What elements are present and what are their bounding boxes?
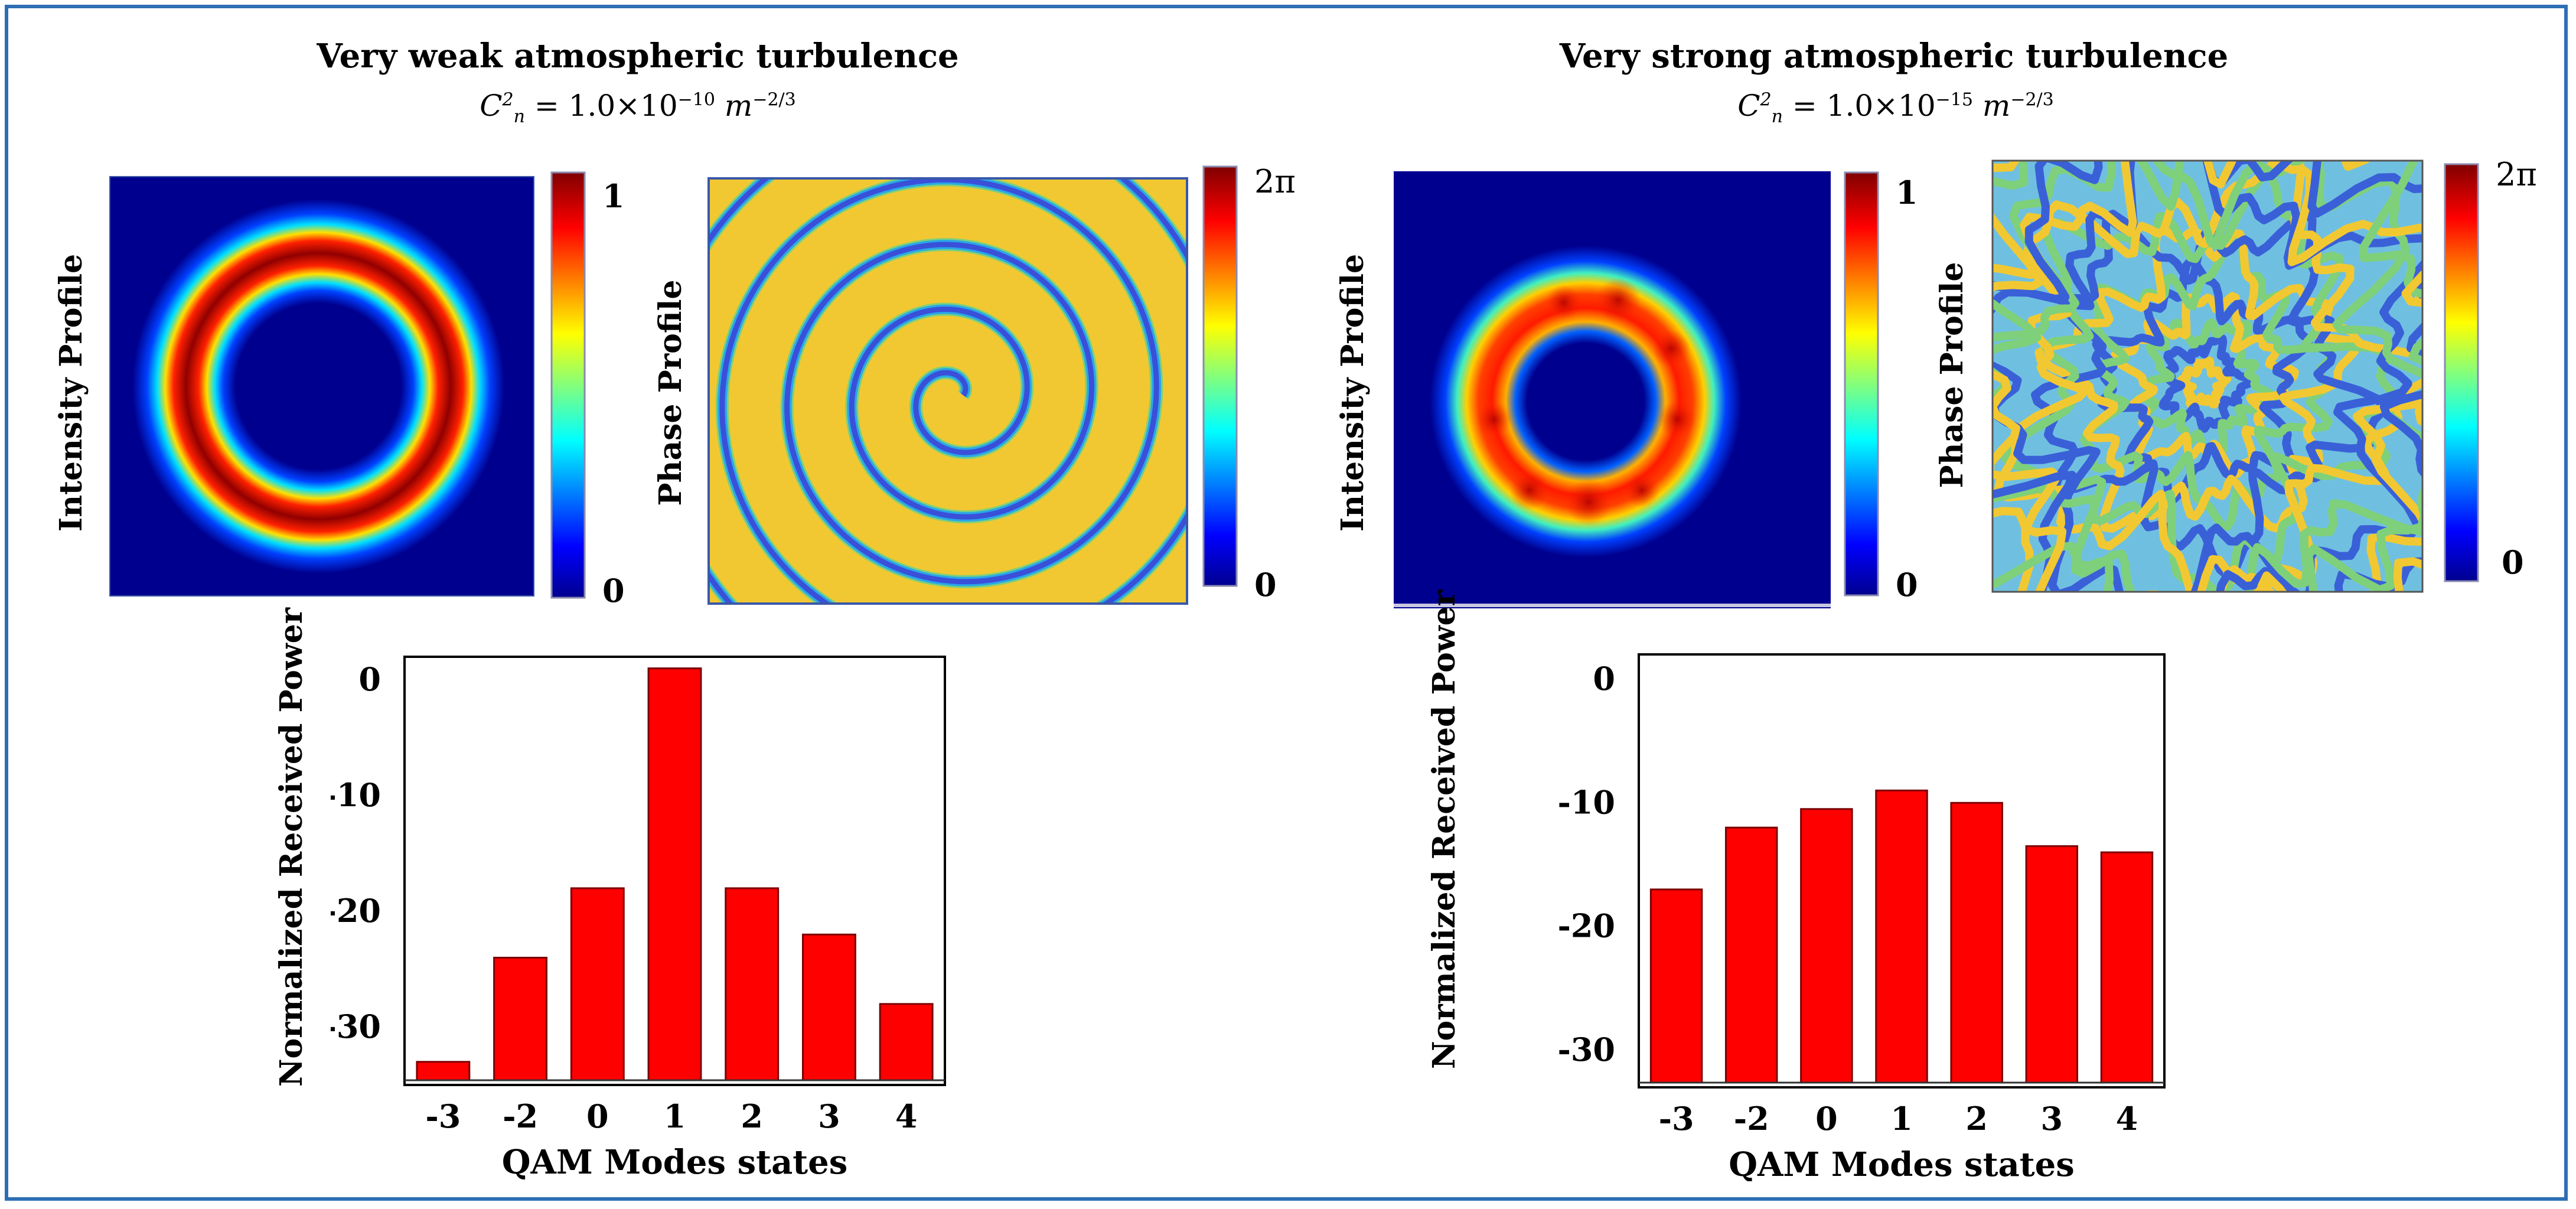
cb-max-phase-strong: 2π [2496,156,2537,193]
x-axis-label: QAM Modes states [1729,1145,2075,1181]
formula-base: C [480,89,503,123]
phase-contour [1993,161,2422,592]
x-tick-label: -3 [1659,1100,1694,1138]
colorbar-phase-strong [2444,163,2479,582]
bar [725,887,780,1081]
bar [879,1003,934,1081]
bar [1950,801,2003,1084]
x-tick-label: 0 [586,1097,609,1135]
phase-ylabel-weak: Phase Profile [653,279,689,506]
y-tick-label: -30 [331,1008,381,1045]
ring-beam-icon [109,176,534,597]
intensity-ylabel-weak: Intensity Profile [53,253,89,532]
cb-min-phase-strong: 0 [2502,543,2524,581]
formula-value: = 1.0×10 [534,89,678,123]
x-axis-label: QAM Modes states [502,1143,848,1181]
bar [1800,808,1853,1084]
bar [1875,789,1928,1084]
phase-contour [2111,292,2299,478]
intensity-ylabel-strong: Intensity Profile [1335,253,1371,532]
x-tick-label: 1 [1890,1100,1913,1138]
x-tick-label: 1 [664,1097,686,1135]
figure-frame [5,5,2568,1201]
panel-title-weak: Very weak atmospheric turbulence [317,37,959,76]
formula-strong: C2n = 1.0×10−15 m−2/3 [1713,89,2079,127]
y-tick-label: 0 [358,660,381,698]
colorbar-intensity-weak [550,171,586,599]
cb-max-phase-weak: 2π [1254,163,1296,200]
formula-base: C [1737,89,1760,123]
y-tick-label: 0 [1593,660,1615,698]
colorbar-phase-weak [1202,165,1238,587]
phase-contour [1993,161,2422,592]
formula-sup: 2 [502,89,514,110]
cb-max-intensity-weak: 1 [602,177,625,215]
y-tick-label: -20 [331,892,381,930]
formula-weak: C2n = 1.0×10−10 m−2/3 [461,89,815,127]
formula-unit-exp: −2/3 [2010,89,2054,110]
phase-ylabel-strong: Phase Profile [1934,262,1970,488]
formula-sup: 2 [1760,89,1772,110]
plot-frame [403,656,946,1086]
y-tick-label: -30 [1557,1031,1615,1068]
bar [2025,845,2079,1084]
plot-frame [1638,653,2166,1089]
x-tick-label: 4 [895,1097,918,1135]
x-tick-label: 3 [2040,1100,2063,1138]
y-tick-label: -20 [1557,907,1615,945]
cb-min-phase-weak: 0 [1254,566,1277,604]
formula-exp: −15 [1935,89,1973,110]
cb-max-intensity-strong: 1 [1896,174,1918,211]
bar [2100,851,2154,1084]
bar [647,667,702,1081]
phase-contour [1993,161,2422,592]
formula-sub: n [513,106,525,127]
formula-unit: m [1982,89,2011,123]
formula-unit-exp: −2/3 [752,89,796,110]
x-tick-label: 4 [2116,1100,2138,1138]
formula-exp: −10 [677,89,715,110]
x-tick-label: -2 [1734,1100,1769,1138]
turbulent-phase-icon [1991,159,2424,593]
colorbar-intensity-strong [1844,171,1879,597]
x-tick-label: 2 [741,1097,763,1135]
panel-title-strong: Very strong atmospheric turbulence [1559,37,2229,76]
y-tick-label: -10 [331,776,381,814]
bar [1649,888,1703,1084]
spiral-phase-icon [707,177,1188,605]
bar [1724,826,1778,1084]
cb-min-intensity-weak: 0 [602,572,625,610]
x-tick-label: 0 [1815,1100,1838,1138]
bar [801,933,856,1081]
phase-contour [2080,234,2336,531]
bar [570,887,625,1081]
formula-sub: n [1771,106,1783,127]
bar [493,956,548,1081]
distorted-ring-beam-icon [1394,171,1831,608]
x-tick-label: 2 [1965,1100,1988,1138]
x-tick-label: 3 [818,1097,840,1135]
formula-unit: m [724,89,753,123]
x-tick-label: -2 [503,1097,538,1135]
y-tick-label: -10 [1557,783,1615,821]
x-tick-label: -3 [425,1097,461,1135]
formula-value: = 1.0×10 [1792,89,1936,123]
bar [416,1061,471,1081]
phase-contour [2177,356,2232,409]
cb-min-intensity-strong: 0 [1896,566,1918,604]
